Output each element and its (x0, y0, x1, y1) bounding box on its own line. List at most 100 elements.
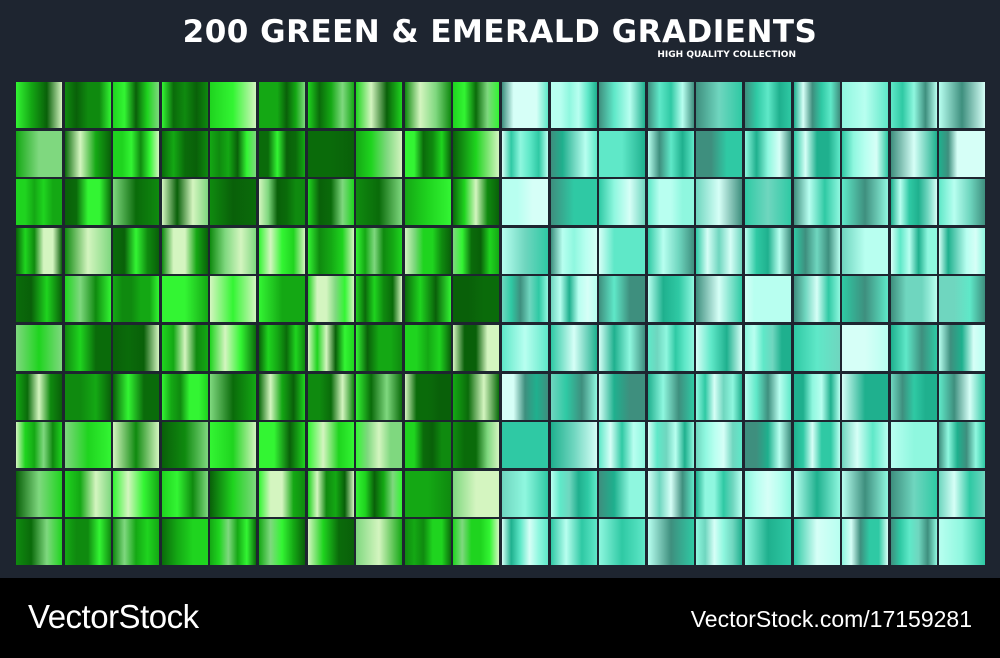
swatch (113, 422, 160, 469)
swatch (696, 276, 743, 323)
swatch (210, 130, 257, 177)
swatch (113, 82, 160, 128)
swatch (356, 325, 403, 371)
swatch (890, 276, 937, 323)
swatch (647, 130, 694, 177)
swatch (307, 276, 354, 323)
swatch (453, 373, 500, 420)
swatch (64, 82, 111, 128)
swatch (647, 276, 694, 323)
swatch (842, 470, 889, 517)
swatch (745, 130, 791, 177)
swatch (453, 470, 500, 517)
swatch (939, 519, 986, 566)
swatch (113, 519, 160, 566)
swatch (793, 325, 840, 371)
swatch (356, 82, 403, 128)
swatch (890, 227, 937, 274)
swatch (161, 276, 208, 323)
swatch (502, 422, 548, 469)
swatch (453, 130, 500, 177)
swatch (599, 470, 646, 517)
swatch (113, 130, 160, 177)
swatch (259, 179, 305, 226)
swatch (453, 325, 500, 371)
swatch (453, 422, 500, 469)
swatch (599, 325, 646, 371)
swatch (842, 130, 889, 177)
swatch (307, 373, 354, 420)
swatch (356, 373, 403, 420)
swatch (210, 519, 257, 566)
swatch (404, 519, 451, 566)
swatch (16, 422, 62, 469)
swatch (890, 179, 937, 226)
swatch (453, 276, 500, 323)
swatch (502, 373, 548, 420)
swatch (842, 373, 889, 420)
swatch (404, 373, 451, 420)
swatch (64, 422, 111, 469)
swatch (64, 519, 111, 566)
swatch (550, 227, 597, 274)
swatch (16, 519, 62, 566)
swatch (550, 82, 597, 128)
swatch (113, 276, 160, 323)
swatch (696, 373, 743, 420)
swatch (16, 470, 62, 517)
swatch (307, 519, 354, 566)
swatch (113, 373, 160, 420)
swatch (793, 276, 840, 323)
swatch (502, 82, 548, 128)
swatch (64, 325, 111, 371)
swatch (696, 82, 743, 128)
swatch (745, 276, 791, 323)
swatch (793, 179, 840, 226)
swatch (210, 470, 257, 517)
swatch (356, 227, 403, 274)
swatch (113, 179, 160, 226)
swatch (696, 130, 743, 177)
swatch (356, 276, 403, 323)
swatch (259, 422, 305, 469)
swatch (696, 422, 743, 469)
swatch (404, 130, 451, 177)
swatch (550, 470, 597, 517)
swatch (210, 373, 257, 420)
swatch (647, 179, 694, 226)
swatch (210, 82, 257, 128)
swatch (16, 227, 62, 274)
swatch (550, 130, 597, 177)
swatch (939, 325, 986, 371)
swatch (890, 373, 937, 420)
swatch (161, 373, 208, 420)
swatch (210, 276, 257, 323)
swatch (842, 82, 889, 128)
swatch (793, 130, 840, 177)
swatch (453, 227, 500, 274)
swatch (404, 227, 451, 274)
swatch (404, 422, 451, 469)
swatch (356, 422, 403, 469)
swatch (599, 227, 646, 274)
swatch (550, 325, 597, 371)
swatch (161, 422, 208, 469)
swatch (890, 470, 937, 517)
swatch (404, 470, 451, 517)
swatch (550, 519, 597, 566)
swatch (259, 276, 305, 323)
swatch (842, 422, 889, 469)
swatch (745, 227, 791, 274)
swatch (939, 179, 986, 226)
swatch (259, 82, 305, 128)
swatch (599, 519, 646, 566)
swatch (890, 422, 937, 469)
swatch (647, 470, 694, 517)
swatch (259, 130, 305, 177)
swatch (161, 519, 208, 566)
footer: VectorStock VectorStock.com/17159281 (0, 578, 1000, 658)
swatch (16, 276, 62, 323)
swatch (502, 179, 548, 226)
image-url: VectorStock.com/17159281 (690, 606, 972, 632)
swatch (550, 179, 597, 226)
